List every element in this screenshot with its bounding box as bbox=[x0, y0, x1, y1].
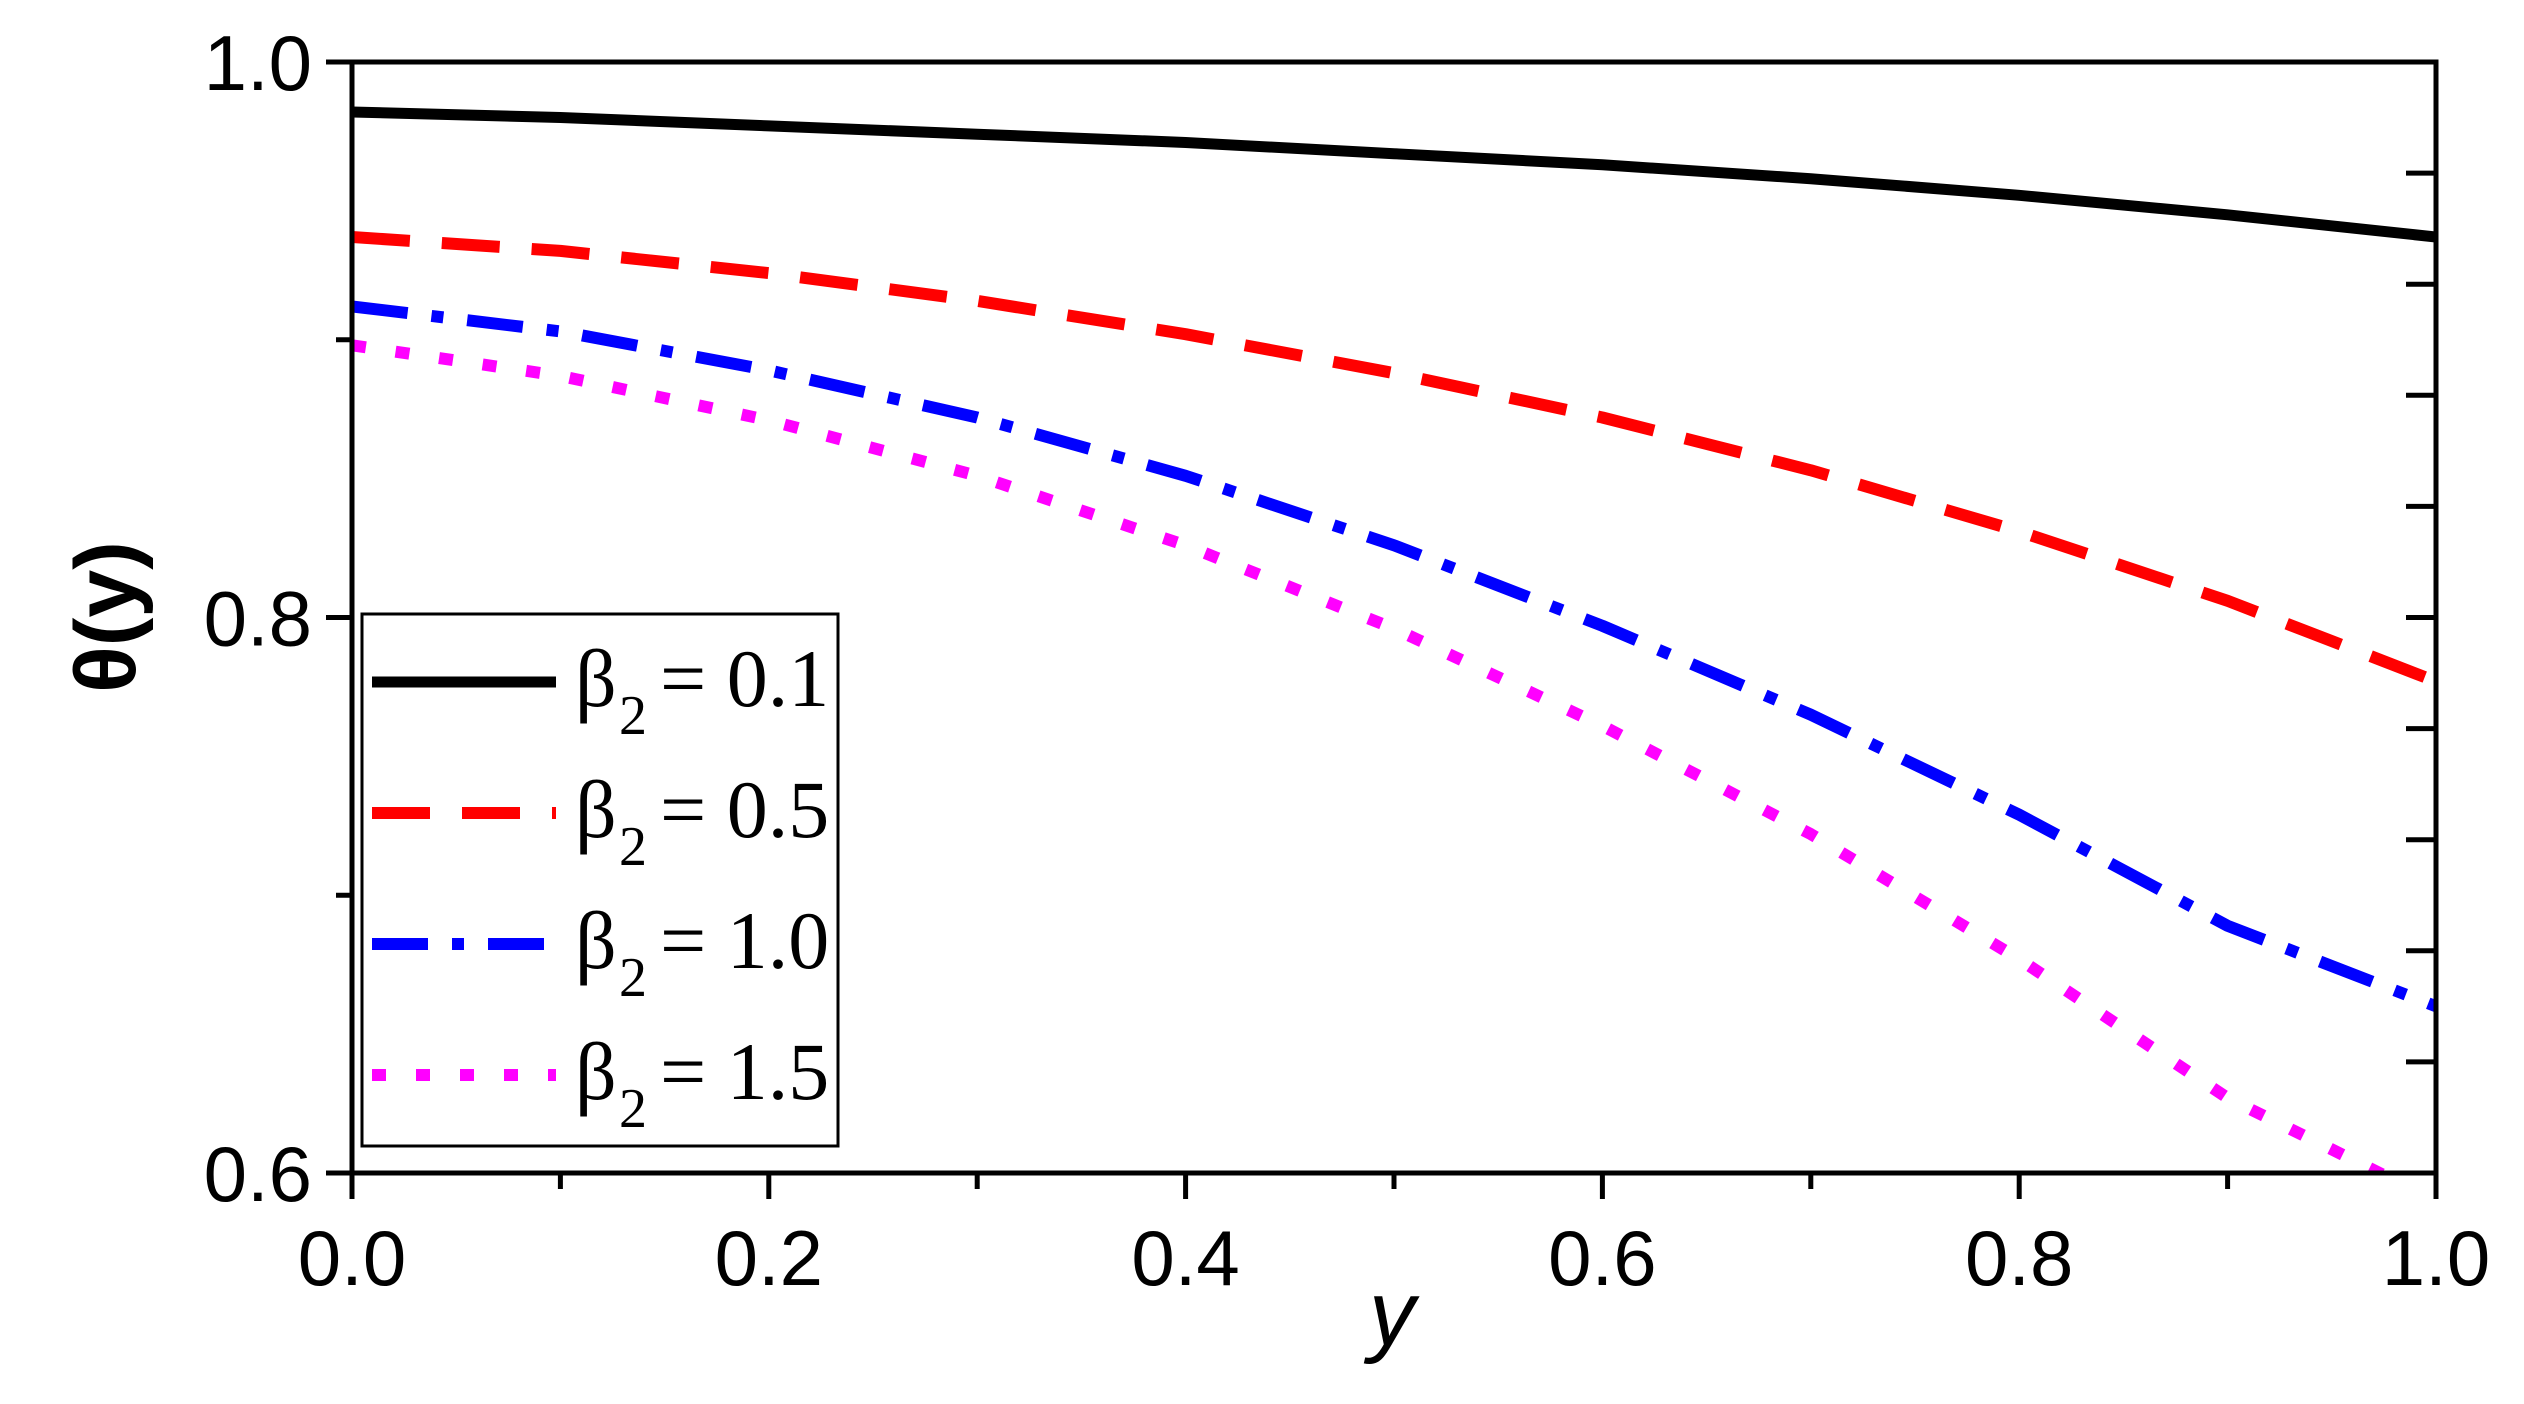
x-tick-label: 1.0 bbox=[2382, 1214, 2490, 1302]
legend-subscript: 2 bbox=[619, 685, 647, 747]
legend-subscript: 2 bbox=[619, 947, 647, 1009]
x-tick-label: 0.2 bbox=[715, 1214, 823, 1302]
y-tick-label: 1.0 bbox=[204, 19, 312, 107]
y-tick-label: 0.6 bbox=[204, 1130, 312, 1218]
series-line-1 bbox=[352, 106, 2436, 243]
y-axis-title: θ(y) bbox=[58, 541, 154, 693]
series-line-3 bbox=[352, 300, 2436, 1012]
plot-area bbox=[352, 106, 2436, 1173]
legend: β 2 = 0.1β 2 = 0.5β 2 = 1.0β 2 = 1.5 bbox=[360, 612, 840, 1148]
legend-items: β 2 = 0.1β 2 = 0.5β 2 = 1.0β 2 = 1.5 bbox=[372, 633, 829, 1140]
legend-frame bbox=[360, 612, 840, 1148]
x-tick-label: 0.4 bbox=[1131, 1214, 1239, 1302]
x-tick-label: 0.0 bbox=[298, 1214, 406, 1302]
legend-symbol: β bbox=[575, 633, 617, 724]
legend-value: = 0.1 bbox=[660, 633, 829, 724]
legend-value: = 0.5 bbox=[660, 764, 829, 855]
x-axis-title: y bbox=[1363, 1263, 1420, 1365]
legend-symbol: β bbox=[575, 895, 617, 986]
series-line-4 bbox=[352, 339, 2394, 1173]
legend-symbol: β bbox=[575, 764, 617, 855]
series-lines bbox=[352, 106, 2436, 1173]
legend-subscript: 2 bbox=[619, 816, 647, 878]
legend-value: = 1.0 bbox=[660, 895, 829, 986]
plot-frame bbox=[349, 59, 2439, 1176]
legend-value: = 1.5 bbox=[660, 1026, 829, 1117]
x-tick-label: 0.8 bbox=[1965, 1214, 2073, 1302]
axis-ticks bbox=[326, 59, 2439, 1199]
legend-subscript: 2 bbox=[619, 1078, 647, 1140]
legend-symbol: β bbox=[575, 1026, 617, 1117]
x-tick-label: 0.6 bbox=[1548, 1214, 1656, 1302]
y-tick-label: 0.8 bbox=[204, 575, 312, 663]
tick-labels: 0.0 0.2 0.4 0.6 0.8 1.0 0.6 0.8 1.0 bbox=[204, 19, 2491, 1302]
